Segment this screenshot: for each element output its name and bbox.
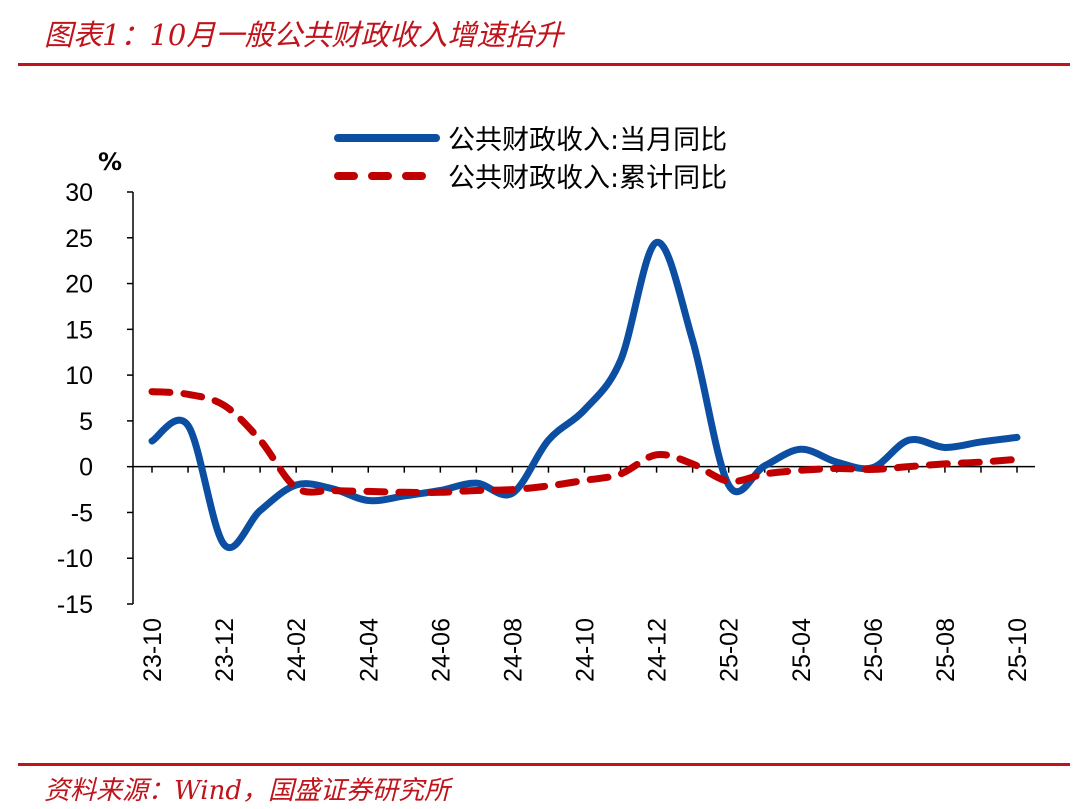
y-tick-label: -5 <box>71 499 93 527</box>
x-tick-label: 24-10 <box>572 618 600 682</box>
series-line-2 <box>148 388 1021 496</box>
series-line-1 <box>148 238 1021 551</box>
x-tick-label: 24-12 <box>644 618 672 682</box>
y-tick-label: 5 <box>79 408 93 436</box>
y-tick-label: 15 <box>65 316 93 344</box>
x-tick-label: 25-02 <box>716 618 744 682</box>
x-tick-label: 24-06 <box>427 618 455 682</box>
x-tick-label: 24-08 <box>499 618 527 682</box>
x-tick-label: 25-04 <box>788 618 816 682</box>
y-tick-label: 30 <box>65 179 93 207</box>
x-tick-label: 25-08 <box>932 618 960 682</box>
y-tick-label: 25 <box>65 225 93 253</box>
legend-label-1: 公共财政收入:当月同比 <box>448 125 727 156</box>
footer-divider <box>18 763 1070 766</box>
x-tick-label: 24-04 <box>355 618 383 682</box>
x-tick-label: 25-10 <box>1004 618 1032 682</box>
y-tick-label: 20 <box>65 271 93 299</box>
x-tick-label: 23-12 <box>211 618 239 682</box>
title-divider <box>18 63 1070 66</box>
legend-label-2: 公共财政收入:累计同比 <box>448 163 727 194</box>
x-tick-label: 24-02 <box>283 618 311 682</box>
y-tick-label: -10 <box>57 545 93 573</box>
x-tick-label: 25-06 <box>860 618 888 682</box>
y-tick-label: -15 <box>57 591 93 619</box>
y-axis-unit: % <box>98 148 122 176</box>
y-tick-label: 0 <box>79 454 93 482</box>
x-tick-label: 23-10 <box>139 618 167 682</box>
chart-title: 图表1：10月一般公共财政收入增速抬升 <box>44 18 564 52</box>
source-note: 资料来源：Wind，国盛证券研究所 <box>44 776 450 806</box>
y-tick-label: 10 <box>65 362 93 390</box>
